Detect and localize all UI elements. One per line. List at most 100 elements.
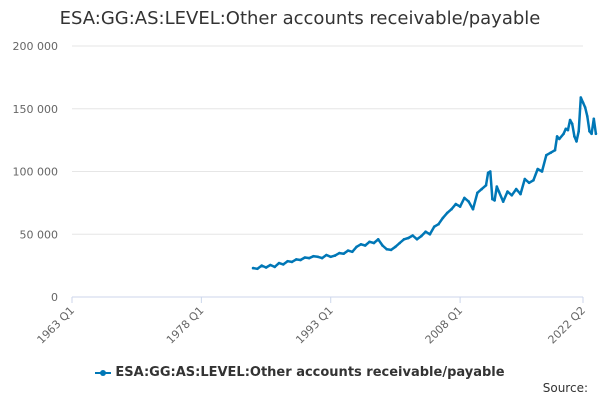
data-point[interactable]: [527, 181, 531, 185]
data-point[interactable]: [428, 233, 432, 236]
data-point[interactable]: [514, 187, 518, 191]
data-point[interactable]: [566, 128, 570, 132]
x-axis: 1963 Q1 1978 Q1 1993 Q1 2008 Q1 2022 Q2: [35, 296, 588, 347]
data-point[interactable]: [583, 106, 587, 109]
data-point[interactable]: [493, 199, 496, 202]
data-point[interactable]: [480, 187, 484, 191]
data-point[interactable]: [342, 252, 346, 255]
data-point[interactable]: [467, 200, 471, 203]
data-point[interactable]: [497, 190, 501, 193]
series-layer: [251, 96, 598, 271]
data-point[interactable]: [299, 258, 302, 262]
data-point[interactable]: [491, 197, 494, 201]
data-point[interactable]: [495, 185, 499, 188]
data-point[interactable]: [290, 260, 294, 264]
data-point[interactable]: [363, 244, 367, 247]
data-point[interactable]: [260, 264, 264, 267]
data-point[interactable]: [523, 177, 527, 181]
legend: ESA:GG:AS:LEVEL:Other accounts receivabl…: [0, 365, 600, 382]
data-point[interactable]: [256, 267, 259, 271]
data-point[interactable]: [286, 259, 289, 263]
data-point[interactable]: [368, 240, 371, 244]
data-point[interactable]: [441, 216, 445, 220]
data-point[interactable]: [316, 255, 320, 259]
data-point[interactable]: [506, 190, 509, 193]
data-point[interactable]: [320, 256, 324, 260]
data-point[interactable]: [454, 202, 458, 206]
data-point[interactable]: [398, 241, 402, 245]
data-point[interactable]: [577, 130, 580, 133]
data-point[interactable]: [549, 151, 552, 154]
data-point[interactable]: [510, 194, 514, 197]
data-point[interactable]: [590, 132, 593, 136]
data-point[interactable]: [476, 191, 479, 195]
data-point[interactable]: [458, 205, 462, 208]
data-point[interactable]: [573, 135, 576, 138]
data-point[interactable]: [484, 184, 488, 187]
data-point[interactable]: [407, 236, 410, 240]
data-point[interactable]: [450, 207, 453, 211]
data-point[interactable]: [540, 170, 544, 173]
data-point[interactable]: [389, 248, 393, 252]
data-point[interactable]: [545, 153, 548, 157]
data-point[interactable]: [277, 261, 281, 265]
data-point[interactable]: [411, 234, 415, 237]
data-point[interactable]: [381, 244, 384, 247]
data-point[interactable]: [519, 192, 522, 196]
data-point[interactable]: [333, 254, 337, 257]
data-point[interactable]: [588, 130, 591, 133]
data-point[interactable]: [325, 253, 328, 257]
data-point[interactable]: [437, 222, 440, 226]
data-point[interactable]: [463, 196, 466, 200]
data-point[interactable]: [445, 211, 449, 215]
data-point[interactable]: [264, 266, 268, 269]
data-point[interactable]: [269, 263, 272, 267]
data-point[interactable]: [346, 249, 350, 252]
data-point[interactable]: [359, 243, 363, 246]
data-point[interactable]: [432, 225, 436, 228]
data-point[interactable]: [471, 207, 475, 211]
data-point[interactable]: [570, 122, 574, 126]
data-point[interactable]: [307, 256, 311, 260]
data-point[interactable]: [501, 200, 505, 203]
data-point[interactable]: [532, 179, 535, 182]
data-point[interactable]: [351, 250, 354, 254]
data-point[interactable]: [592, 117, 596, 121]
y-tick-label: 0: [51, 291, 58, 304]
data-point[interactable]: [555, 135, 559, 138]
data-point[interactable]: [376, 238, 380, 241]
data-point[interactable]: [579, 96, 583, 99]
data-point[interactable]: [553, 148, 557, 152]
data-point[interactable]: [536, 167, 539, 171]
data-point[interactable]: [385, 248, 389, 251]
x-tick-label: 2008 Q1: [423, 304, 466, 347]
data-point[interactable]: [282, 263, 285, 266]
legend-item[interactable]: ESA:GG:AS:LEVEL:Other accounts receivabl…: [95, 365, 505, 380]
data-point[interactable]: [338, 251, 341, 255]
data-point[interactable]: [372, 241, 376, 245]
legend-line-icon: [95, 368, 112, 378]
data-point[interactable]: [312, 254, 315, 258]
data-point[interactable]: [329, 255, 333, 259]
data-point[interactable]: [575, 140, 578, 143]
data-point[interactable]: [581, 101, 585, 104]
data-point[interactable]: [303, 256, 307, 259]
data-point[interactable]: [489, 170, 492, 173]
data-point[interactable]: [564, 127, 568, 131]
data-point[interactable]: [594, 132, 598, 136]
data-point[interactable]: [294, 258, 298, 261]
data-point[interactable]: [273, 265, 277, 269]
data-point[interactable]: [394, 245, 397, 249]
data-point[interactable]: [251, 266, 255, 270]
data-point[interactable]: [558, 137, 561, 141]
data-point[interactable]: [355, 245, 358, 249]
data-point[interactable]: [402, 238, 406, 241]
data-point[interactable]: [562, 132, 565, 136]
data-point[interactable]: [486, 171, 490, 175]
data-point[interactable]: [424, 230, 427, 233]
data-point[interactable]: [415, 238, 419, 241]
data-point[interactable]: [420, 234, 423, 238]
source-label: Source:: [542, 381, 588, 395]
data-point[interactable]: [568, 118, 572, 122]
data-point[interactable]: [586, 115, 589, 118]
